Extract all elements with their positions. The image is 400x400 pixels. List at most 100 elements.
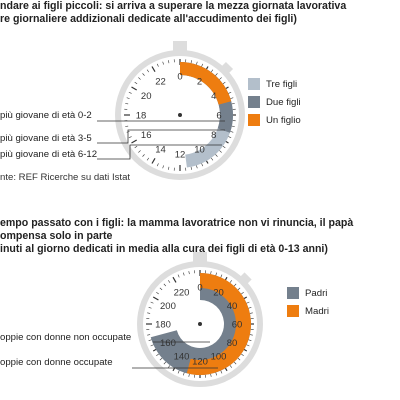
chart-1-row-label-2: più giovane di età 6-12 bbox=[0, 149, 98, 160]
chart-2-dial-tick bbox=[215, 372, 217, 376]
chart-2-dial-tick bbox=[152, 296, 159, 301]
chart-1-legend-item-2: Un figlio bbox=[248, 114, 301, 126]
chart-2-dial-tick bbox=[215, 272, 217, 276]
chart-2-dial-tick bbox=[150, 301, 154, 304]
chart-1-dial-hub bbox=[178, 113, 182, 117]
chart-1-legend-item-0: Tre figli bbox=[248, 78, 297, 90]
chart-2-legend-item-1: Madri bbox=[287, 305, 329, 317]
chart-2-dial-crown bbox=[193, 252, 207, 262]
chart-2-dial-dial-label: 100 bbox=[211, 352, 227, 363]
chart-2-dial-hub bbox=[198, 322, 202, 326]
legend-label: Padri bbox=[305, 287, 328, 299]
chart-1-dial-leader-1 bbox=[97, 129, 225, 144]
chart-1-dial-tick bbox=[210, 157, 214, 161]
chart-2-dial-dial-label: 0 bbox=[197, 283, 202, 294]
chart-1-dial-tick bbox=[196, 61, 198, 65]
chart-1-dial-dial-label: 2 bbox=[197, 77, 202, 88]
chart-2-dial-tick bbox=[188, 271, 190, 275]
chart-2-legend-item-0: Padri bbox=[287, 287, 327, 299]
chart-1-dial-dial-label: 22 bbox=[155, 77, 166, 88]
chart-2-dial-dial-label: 80 bbox=[227, 338, 238, 349]
chart-2-title-line-1: empo passato con i figli: la mamma lavor… bbox=[0, 217, 354, 229]
chart-1-dial-tick bbox=[228, 136, 232, 139]
chart-1-dial-tick bbox=[156, 63, 159, 67]
chart-2-dial-dial-label: 220 bbox=[174, 287, 190, 298]
chart-1-dial-tick bbox=[230, 131, 234, 133]
chart-1-dial-tick bbox=[151, 66, 156, 72]
chart-1-dial-tick bbox=[128, 91, 132, 94]
chart-1-dial-tick bbox=[215, 73, 218, 76]
chart-1-dial-tick bbox=[230, 97, 234, 99]
chart-1-dial-tick bbox=[231, 125, 235, 127]
legend-swatch bbox=[248, 78, 260, 90]
chart-1-source: nte: REF Ricerche su dati Istat bbox=[0, 172, 131, 183]
chart-1-row-label-0: più giovane di età 0-2 bbox=[0, 110, 92, 121]
chart-2-title-line-3: inuti al giorno dedicati in media alla c… bbox=[0, 243, 328, 255]
chart-2-dial-tick bbox=[249, 312, 253, 314]
chart-2-row-label-0: oppie con donne non occupate bbox=[0, 332, 132, 343]
chart-2-dial-tick bbox=[163, 361, 167, 365]
chart-2-dial-dial-label: 180 bbox=[155, 320, 171, 331]
chart-2-dial-tick bbox=[159, 357, 163, 361]
chart-2-dial-tick bbox=[229, 365, 232, 368]
chart-1-dial-tick bbox=[125, 125, 129, 127]
chart-2-dial-tick bbox=[210, 271, 212, 275]
chart-2-dial-tick bbox=[177, 274, 180, 278]
chart-1-dial-tick bbox=[162, 165, 164, 169]
chart-2-dial-tick bbox=[172, 276, 177, 283]
chart-1-dial-crown bbox=[173, 41, 187, 51]
chart-2-dial-button bbox=[237, 272, 252, 287]
chart-1-dial-tick bbox=[126, 97, 130, 99]
chart-1-dial-tick bbox=[138, 77, 141, 80]
chart-1-dial-tick bbox=[142, 154, 145, 157]
legend-label: Un figlio bbox=[266, 114, 301, 126]
legend-swatch bbox=[248, 96, 260, 108]
chart-2-dial-tick bbox=[147, 312, 151, 314]
chart-2-dial-tick bbox=[148, 339, 152, 341]
chart-1-dial-tick bbox=[201, 163, 204, 167]
chart-2-dial-tick bbox=[220, 370, 223, 374]
chart-1-dial-tick bbox=[222, 81, 226, 85]
legend-label: Madri bbox=[305, 305, 329, 317]
chart-1-dial-dial-label: 18 bbox=[136, 111, 147, 122]
chart-1-dial-tick bbox=[125, 103, 129, 105]
chart-2-dial-tick bbox=[241, 292, 244, 295]
chart-1-dial-tick bbox=[219, 150, 222, 153]
chart-1-dial-tick bbox=[201, 63, 204, 67]
chart-2-dial-tick bbox=[233, 361, 237, 365]
chart-2-title-line-2: ompensa solo in parte bbox=[0, 230, 113, 242]
chart-1-dial-tick bbox=[151, 158, 156, 164]
chart-1-row-label-1: più giovane di età 3-5 bbox=[0, 133, 92, 144]
chart-2-dial-tick bbox=[237, 287, 241, 291]
chart-1-dial-arc-2 bbox=[180, 62, 232, 105]
chart-2-dial-tick bbox=[233, 283, 237, 287]
chart-2-dial-tick bbox=[246, 344, 250, 347]
chart-1-dial-tick bbox=[222, 145, 226, 149]
chart-2-dial-tick bbox=[237, 357, 241, 361]
chart-1-dial-dial-label: 14 bbox=[155, 144, 166, 155]
chart-2-dial-dial-label: 200 bbox=[160, 301, 176, 312]
chart-1-dial-tick bbox=[128, 136, 132, 139]
legend-swatch bbox=[248, 114, 260, 126]
chart-2-dial-dial-label: 20 bbox=[213, 287, 224, 298]
chart-1-dial-dial-label: 12 bbox=[175, 150, 186, 161]
chart-2-dial-tick bbox=[183, 272, 185, 276]
chart-2-row-label-1: oppie con donne occupate bbox=[0, 357, 113, 368]
chart-2-dial-tick bbox=[168, 365, 171, 368]
chart-1-dial-tick bbox=[228, 91, 232, 94]
chart-1-dial-dial-label: 20 bbox=[141, 91, 152, 102]
chart-1-legend-item-1: Due figli bbox=[248, 96, 301, 108]
chart-1-dial-tick bbox=[134, 145, 138, 149]
chart-2-dial-tick bbox=[220, 274, 223, 278]
legend-label: Due figli bbox=[266, 96, 301, 108]
chart-1-dial-tick bbox=[131, 139, 137, 144]
chart-1-title-line-1: ndare ai figli piccoli: si arriva a supe… bbox=[0, 0, 347, 12]
chart-2-dial-tick bbox=[188, 373, 190, 377]
chart-2-dial-tick bbox=[177, 370, 180, 374]
chart-2-dial-tick bbox=[147, 334, 151, 336]
chart-2-dial-tick bbox=[168, 280, 171, 283]
chart-2-dial-tick bbox=[241, 353, 244, 356]
chart-1-dial-tick bbox=[168, 60, 170, 64]
chart-1-dial-tick bbox=[190, 60, 192, 64]
